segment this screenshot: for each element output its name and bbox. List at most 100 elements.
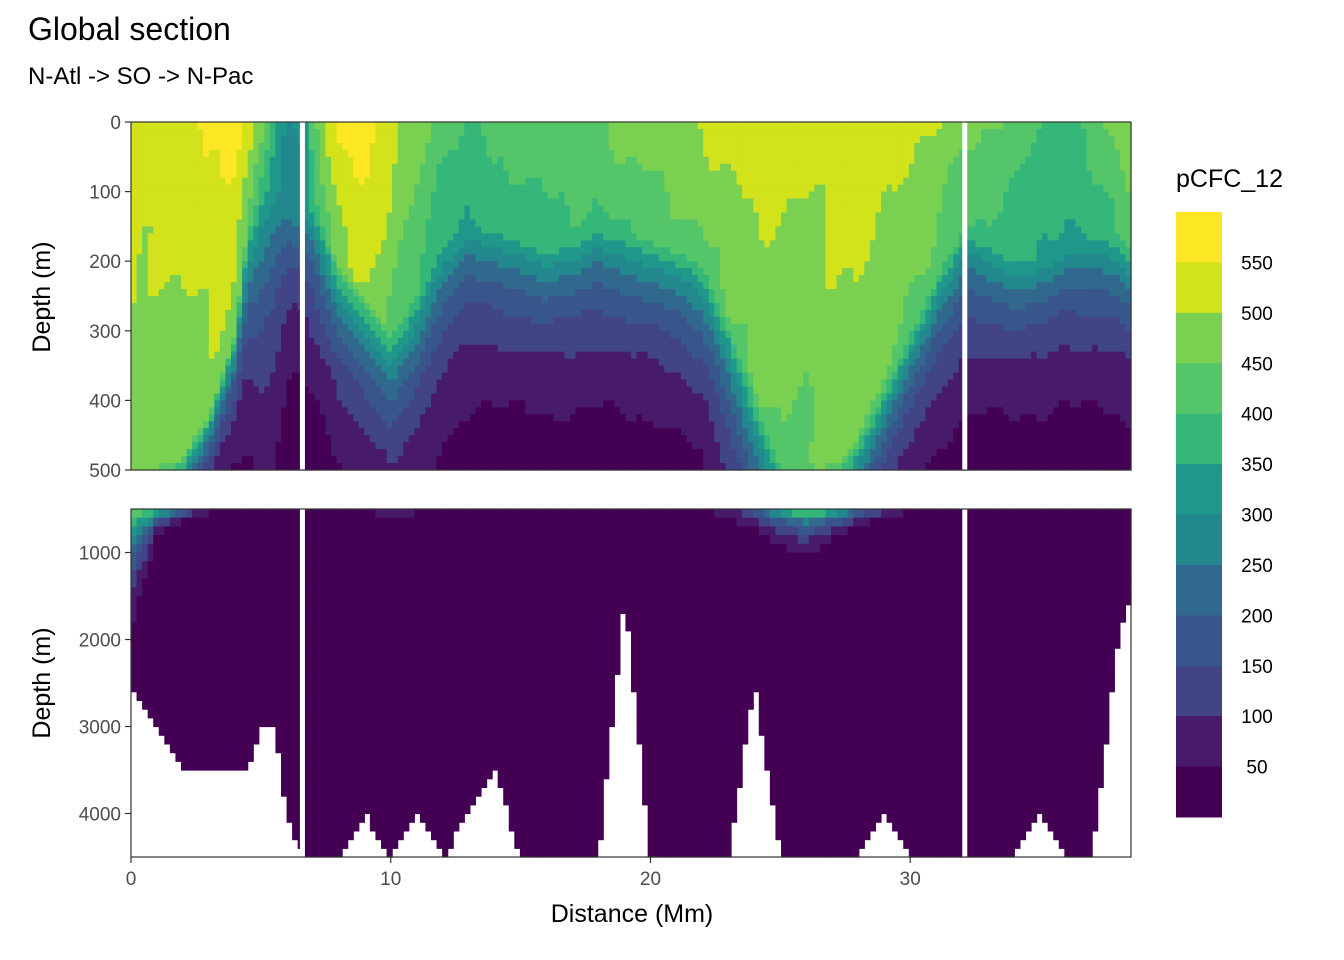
contour-cell — [581, 240, 588, 248]
contour-cell — [375, 282, 382, 290]
contour-cell — [353, 407, 360, 415]
contour-cell — [519, 205, 527, 214]
contour-cell — [219, 275, 227, 283]
contour-cell — [192, 379, 199, 388]
contour-cell — [436, 122, 443, 130]
contour-cell — [286, 296, 293, 304]
contour-cell — [303, 456, 310, 464]
contour-cell — [375, 205, 382, 214]
contour-cell — [169, 219, 177, 227]
contour-cell — [419, 282, 427, 290]
contour-cell — [153, 386, 160, 395]
contour-cell — [408, 372, 415, 381]
contour-cell — [208, 212, 215, 221]
contour-cell — [408, 261, 415, 269]
contour-cell — [142, 205, 149, 214]
contour-cell — [547, 289, 554, 297]
contour-cell — [275, 122, 282, 130]
contour-cell — [575, 191, 582, 200]
contour-cell — [514, 330, 521, 339]
contour-cell — [408, 149, 415, 158]
contour-cell — [531, 358, 538, 367]
contour-cell — [642, 449, 649, 457]
contour-cell — [531, 372, 538, 381]
contour-cell — [569, 456, 577, 464]
contour-cell — [631, 414, 638, 422]
contour-cell — [314, 337, 321, 346]
contour-cell — [675, 386, 682, 395]
contour-cell — [342, 296, 349, 304]
contour-cell — [525, 414, 532, 422]
contour-cell — [164, 379, 171, 388]
contour-cell — [292, 191, 299, 200]
contour-cell — [658, 337, 665, 346]
contour-cell — [442, 212, 449, 221]
contour-cell — [436, 456, 443, 464]
contour-cell — [253, 135, 260, 144]
contour-cell — [375, 456, 382, 464]
contour-cell — [142, 254, 149, 262]
contour-cell — [497, 170, 504, 179]
contour-cell — [425, 337, 432, 346]
contour-cell — [481, 337, 488, 346]
contour-cell — [353, 351, 360, 360]
contour-cell — [625, 323, 632, 332]
contour-cell — [481, 372, 488, 381]
contour-cell — [414, 261, 421, 269]
contour-cell — [608, 135, 615, 144]
contour-cell — [681, 198, 688, 207]
contour-cell — [192, 414, 199, 422]
contour-cell — [614, 163, 621, 172]
contour-cell — [253, 379, 260, 388]
contour-cell — [636, 184, 643, 193]
contour-cell — [458, 122, 465, 130]
contour-cell — [553, 135, 560, 144]
contour-cell — [658, 177, 665, 186]
contour-cell — [658, 421, 665, 429]
contour-cell — [214, 254, 221, 262]
contour-cell — [631, 233, 638, 241]
contour-cell — [475, 337, 482, 346]
contour-cell — [642, 240, 649, 248]
contour-cell — [292, 379, 299, 388]
contour-cell — [475, 442, 482, 450]
contour-cell — [269, 302, 277, 311]
contour-cell — [286, 156, 293, 165]
contour-cell — [325, 435, 332, 443]
contour-cell — [381, 226, 388, 234]
contour-cell — [303, 122, 310, 130]
contour-cell — [381, 254, 388, 262]
contour-cell — [275, 233, 282, 241]
contour-cell — [547, 212, 554, 221]
contour-cell — [208, 393, 215, 401]
contour-cell — [436, 449, 443, 457]
contour-cell — [236, 302, 243, 311]
contour-cell — [331, 184, 338, 193]
contour-cell — [492, 386, 499, 395]
contour-cell — [675, 330, 682, 339]
contour-cell — [553, 344, 560, 353]
contour-cell — [419, 435, 427, 443]
contour-cell — [208, 149, 215, 158]
contour-cell — [519, 358, 527, 367]
contour-cell — [303, 170, 310, 179]
contour-cell — [269, 456, 277, 464]
contour-cell — [219, 205, 227, 214]
contour-cell — [308, 344, 315, 353]
contour-cell — [331, 296, 338, 304]
contour-cell — [625, 156, 632, 165]
contour-cell — [136, 435, 143, 443]
contour-cell — [681, 122, 688, 130]
contour-cell — [353, 128, 360, 137]
contour-cell — [203, 212, 210, 221]
contour-cell — [386, 163, 393, 172]
contour-cell — [442, 135, 449, 144]
contour-cell — [431, 400, 438, 408]
contour-cell — [642, 128, 649, 137]
contour-cell — [364, 386, 371, 395]
contour-cell — [469, 358, 477, 367]
contour-cell — [275, 247, 282, 255]
contour-cell — [442, 358, 449, 367]
contour-cell — [303, 344, 310, 353]
contour-cell — [658, 212, 665, 221]
